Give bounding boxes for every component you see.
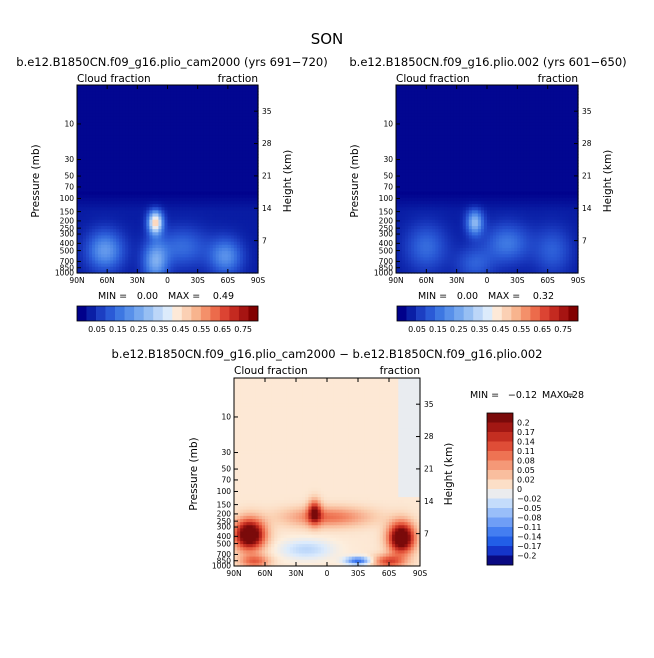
colorbar-label: 0.55: [192, 325, 210, 334]
figure-title: SON: [311, 30, 344, 48]
colorbar-swatch: [115, 306, 125, 321]
heatmap-field: [77, 85, 259, 274]
y-right-tick-label: 28: [262, 139, 272, 148]
colorbar-label: 0.05: [88, 325, 106, 334]
y-tick-label: 300: [60, 230, 75, 239]
y-right-tick-label: 14: [262, 204, 272, 213]
panel-left: b.e12.B1850CN.f09_g16.plio_cam2000 (yrs …: [16, 55, 327, 334]
panel-left-ylabel-right: Height (km): [282, 150, 294, 213]
colorbar-swatch: [191, 306, 201, 321]
x-tick-label: 90S: [251, 276, 266, 285]
y-right-tick-label: 7: [262, 236, 267, 245]
x-tick-label: 60N: [100, 276, 115, 285]
y-tick-label: 10: [64, 120, 74, 129]
colorbar-swatch: [210, 306, 220, 321]
colorbar-swatch: [153, 306, 163, 321]
panel-left-max-value: 0.49: [213, 291, 234, 302]
y-tick-label: 500: [60, 246, 75, 255]
colorbar-swatch: [201, 306, 211, 321]
heatmap-field: [396, 85, 579, 274]
y-tick-label: 150: [60, 207, 75, 216]
colorbar-swatch: [125, 306, 135, 321]
y-tick-label: 100: [60, 194, 75, 203]
x-tick-label: 0: [165, 276, 170, 285]
colorbar-label: 0.45: [172, 325, 190, 334]
colorbar-label: 0.75: [234, 325, 252, 334]
colorbar-swatch: [134, 306, 144, 321]
panel-right-title: b.e12.B1850CN.f09_g16.plio.002 (yrs 601−…: [349, 55, 626, 69]
colorbar-swatch: [106, 306, 116, 321]
x-tick-label: 30S: [191, 276, 206, 285]
colorbar-swatch: [144, 306, 154, 321]
panel-left-field-label: Cloud fraction: [77, 73, 151, 85]
panel-left-min-label: MIN =: [98, 291, 127, 302]
colorbar-swatch: [87, 306, 97, 321]
x-tick-label: 60S: [221, 276, 236, 285]
colorbar-swatch: [172, 306, 182, 321]
colorbar-swatch: [220, 306, 230, 321]
panel-right-field-label: Cloud fraction: [396, 73, 470, 85]
panel-right-units-label: fraction: [538, 73, 578, 85]
colorbar-swatch: [248, 306, 258, 321]
y-tick-label: 50: [64, 172, 74, 181]
colorbar-label: 0.15: [109, 325, 127, 334]
panel-left-max-label: MAX =: [168, 291, 200, 302]
colorbar-swatch: [77, 306, 87, 321]
panel-left-min-value: 0.00: [137, 291, 158, 302]
y-tick-label: 70: [64, 183, 74, 192]
colorbar-label: 0.25: [130, 325, 148, 334]
panel-left-ylabel: Pressure (mb): [30, 144, 42, 217]
colorbar-swatch: [163, 306, 173, 321]
panel-left-units-label: fraction: [218, 73, 258, 85]
colorbar-swatch: [96, 306, 106, 321]
panel-right: b.e12.B1850CN.f09_g16.plio.002 (yrs 601−…: [349, 55, 627, 334]
colorbar-label: 0.65: [213, 325, 231, 334]
colorbar-swatch: [182, 306, 192, 321]
y-tick-label: 30: [64, 155, 74, 164]
x-tick-label: 30N: [130, 276, 145, 285]
colorbar-swatch: [239, 306, 249, 321]
colorbar-swatch: [229, 306, 239, 321]
y-right-tick-label: 21: [262, 172, 272, 181]
colorbar-label: 0.35: [151, 325, 169, 334]
y-right-tick-label: 35: [262, 107, 272, 116]
panel-left-title: b.e12.B1850CN.f09_g16.plio_cam2000 (yrs …: [16, 55, 327, 69]
y-tick-label: 1000: [55, 269, 74, 278]
